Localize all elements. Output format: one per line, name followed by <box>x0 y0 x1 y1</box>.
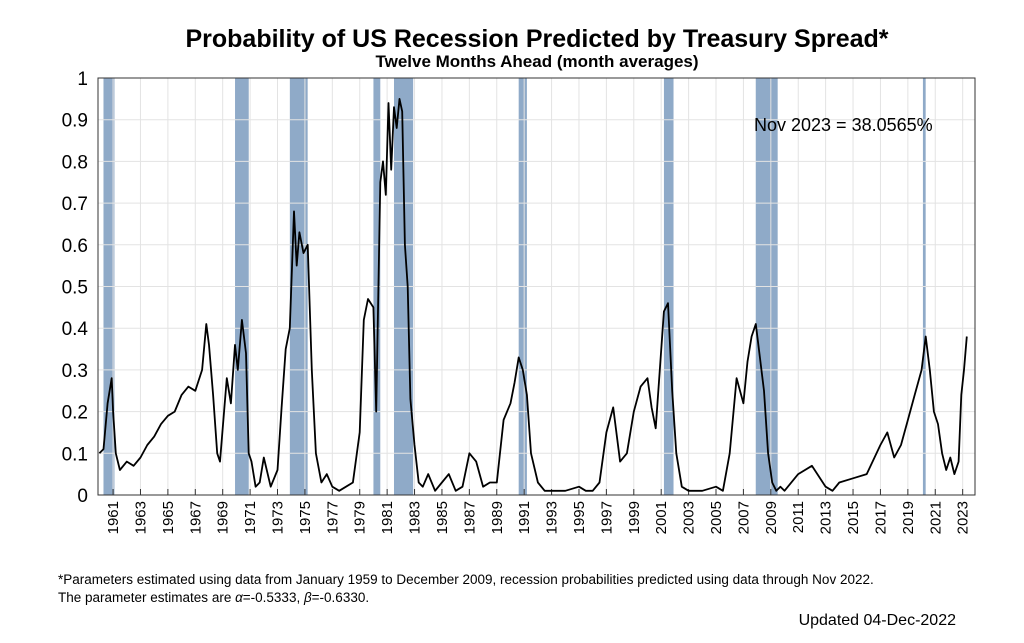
footnote-line-2-prefix: The parameter estimates are <box>58 590 236 605</box>
x-tick-label: 1975 <box>297 501 314 534</box>
y-tick-label: 0.8 <box>62 152 88 173</box>
x-tick-label: 1963 <box>132 501 149 534</box>
y-tick-label: 0.7 <box>62 194 88 215</box>
beta-value: =-0.6330. <box>311 590 370 605</box>
x-axis: 1961 1963 1965 1967 1969 1971 1973 1975 1977 1979… <box>105 489 972 534</box>
x-tick-label: 2001 <box>653 501 670 534</box>
footnote-line-1: *Parameters estimated using data from Ja… <box>58 572 874 587</box>
beta-symbol: β <box>303 590 312 605</box>
y-tick-label: 0.9 <box>62 111 88 132</box>
x-tick-label: 2011 <box>790 501 807 533</box>
x-tick-label: 2007 <box>735 501 752 534</box>
x-tick-label: 1997 <box>598 501 615 534</box>
x-tick-label: 1977 <box>324 501 341 534</box>
latest-value-annotation: Nov 2023 = 38.0565% <box>754 115 933 135</box>
chart-subtitle: Twelve Months Ahead (month averages) <box>375 52 698 71</box>
y-axis: 0 0.1 0.2 0.3 0.4 0.5 0.6 0.7 0.8 0.9 1 <box>62 69 89 507</box>
chart-title: Probability of US Recession Predicted by… <box>185 25 888 53</box>
x-tick-label: 2005 <box>708 501 725 534</box>
x-tick-label: 2003 <box>681 501 698 534</box>
x-tick-label: 1987 <box>461 501 478 534</box>
grid-lines <box>98 77 975 496</box>
y-tick-label: 0.4 <box>62 319 89 340</box>
updated-date: Updated 04-Dec-2022 <box>798 612 956 629</box>
alpha-symbol: α <box>235 590 243 605</box>
x-tick-label: 1993 <box>544 501 561 534</box>
y-tick-label: 0.1 <box>62 444 88 465</box>
x-tick-label: 2023 <box>955 501 972 534</box>
x-tick-label: 2013 <box>818 501 835 534</box>
x-tick-label: 1991 <box>516 501 533 534</box>
x-tick-label: 1979 <box>352 501 369 534</box>
x-tick-label: 1983 <box>407 501 424 534</box>
footnote: *Parameters estimated using data from Ja… <box>58 571 874 607</box>
x-tick-label: 1999 <box>626 501 643 534</box>
alpha-value: =-0.5333, <box>242 590 304 605</box>
probability-line <box>98 98 968 492</box>
x-tick-label: 1989 <box>489 501 506 534</box>
plot-frame <box>97 77 976 496</box>
x-tick-label: 1967 <box>187 501 204 534</box>
recession-probability-chart: Probability of US Recession Predicted by… <box>62 25 976 534</box>
x-tick-label: 2019 <box>900 501 917 534</box>
y-tick-label: 0.3 <box>62 361 88 382</box>
x-tick-label: 1973 <box>270 501 287 534</box>
footnote-line-2: The parameter estimates are α=-0.5333, β… <box>58 589 874 607</box>
x-tick-label: 1961 <box>105 501 122 534</box>
x-tick-label: 2017 <box>872 501 889 534</box>
y-tick-label: 0.6 <box>62 236 88 257</box>
x-tick-label: 1995 <box>571 501 588 534</box>
x-tick-label: 1985 <box>434 501 451 534</box>
x-tick-label: 2015 <box>845 501 862 534</box>
x-tick-label: 2021 <box>927 501 944 534</box>
x-tick-label: 1965 <box>160 501 177 534</box>
x-tick-label: 1971 <box>242 501 259 534</box>
y-tick-label: 0.5 <box>62 278 88 299</box>
y-tick-label: 0 <box>77 486 88 507</box>
y-tick-label: 1 <box>77 69 88 90</box>
x-tick-label: 1981 <box>379 501 396 534</box>
x-tick-label: 1969 <box>215 501 232 534</box>
x-tick-label: 2009 <box>763 501 780 534</box>
y-tick-label: 0.2 <box>62 403 88 424</box>
